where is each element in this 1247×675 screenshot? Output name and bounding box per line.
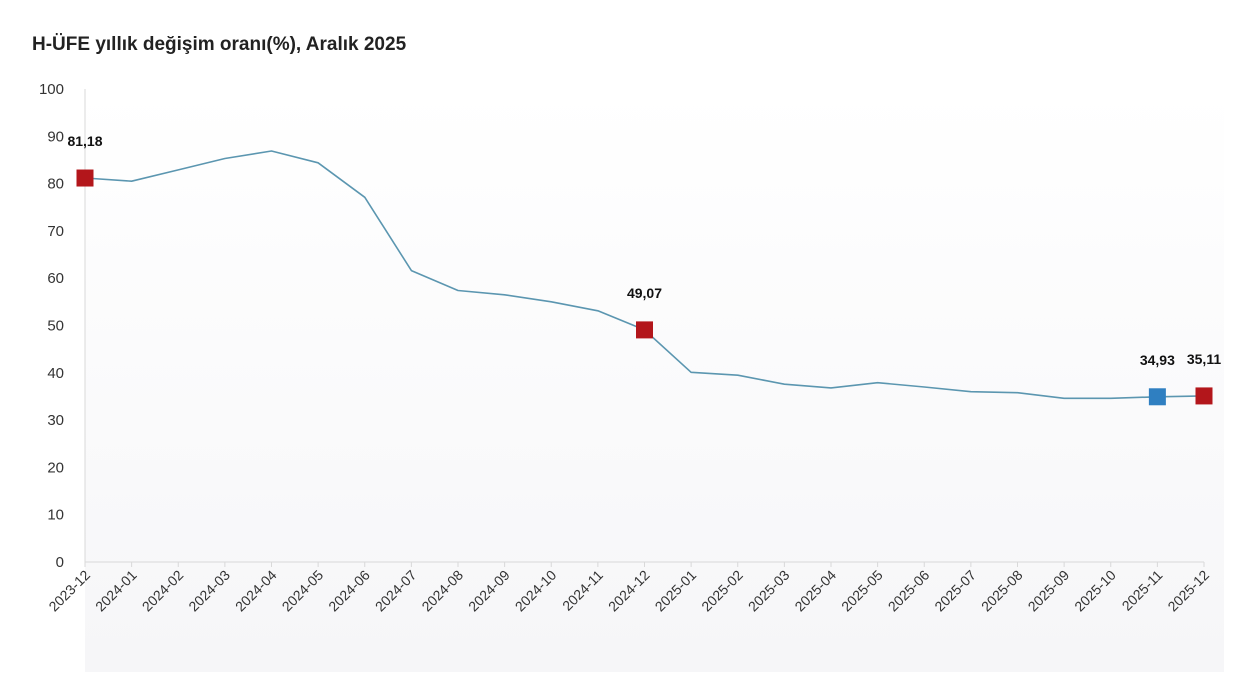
y-tick-label: 60 xyxy=(47,270,64,287)
data-point xyxy=(129,179,134,184)
data-point xyxy=(875,380,880,385)
data-point xyxy=(456,288,461,293)
chart-title: H-ÜFE yıllık değişim oranı(%), Aralık 20… xyxy=(32,34,407,55)
data-point xyxy=(222,156,227,161)
data-label: 35,11 xyxy=(1187,351,1221,367)
y-tick-label: 50 xyxy=(47,318,64,335)
highlight-marker xyxy=(636,321,653,339)
y-tick-label: 0 xyxy=(56,554,64,571)
y-tick-label: 20 xyxy=(47,459,64,476)
y-tick-label: 100 xyxy=(39,81,64,98)
data-point xyxy=(176,167,181,172)
y-tick-label: 70 xyxy=(47,223,64,240)
data-point xyxy=(502,292,507,297)
y-tick-label: 80 xyxy=(47,176,64,193)
y-tick-label: 10 xyxy=(47,507,64,524)
data-point xyxy=(595,308,600,313)
highlight-marker xyxy=(1195,387,1213,405)
data-point xyxy=(409,268,414,273)
data-point xyxy=(1015,390,1020,395)
y-tick-label: 90 xyxy=(47,128,64,145)
data-point xyxy=(269,148,274,153)
data-point xyxy=(1062,396,1067,401)
data-point xyxy=(922,384,927,389)
data-label: 34,93 xyxy=(1140,352,1175,368)
data-point xyxy=(362,195,367,200)
highlight-marker xyxy=(1148,388,1166,406)
data-point xyxy=(316,160,321,165)
data-point xyxy=(549,299,554,304)
data-label: 49,07 xyxy=(627,285,662,301)
data-point xyxy=(829,385,834,390)
y-tick-label: 40 xyxy=(47,365,64,382)
data-point xyxy=(968,389,973,394)
plot-background xyxy=(85,89,1224,672)
data-point xyxy=(782,382,787,387)
data-point xyxy=(735,373,740,378)
highlight-marker xyxy=(76,169,94,187)
data-point xyxy=(689,370,694,375)
data-point xyxy=(1108,396,1113,401)
y-tick-label: 30 xyxy=(47,412,64,429)
data-label: 81,18 xyxy=(67,133,102,149)
